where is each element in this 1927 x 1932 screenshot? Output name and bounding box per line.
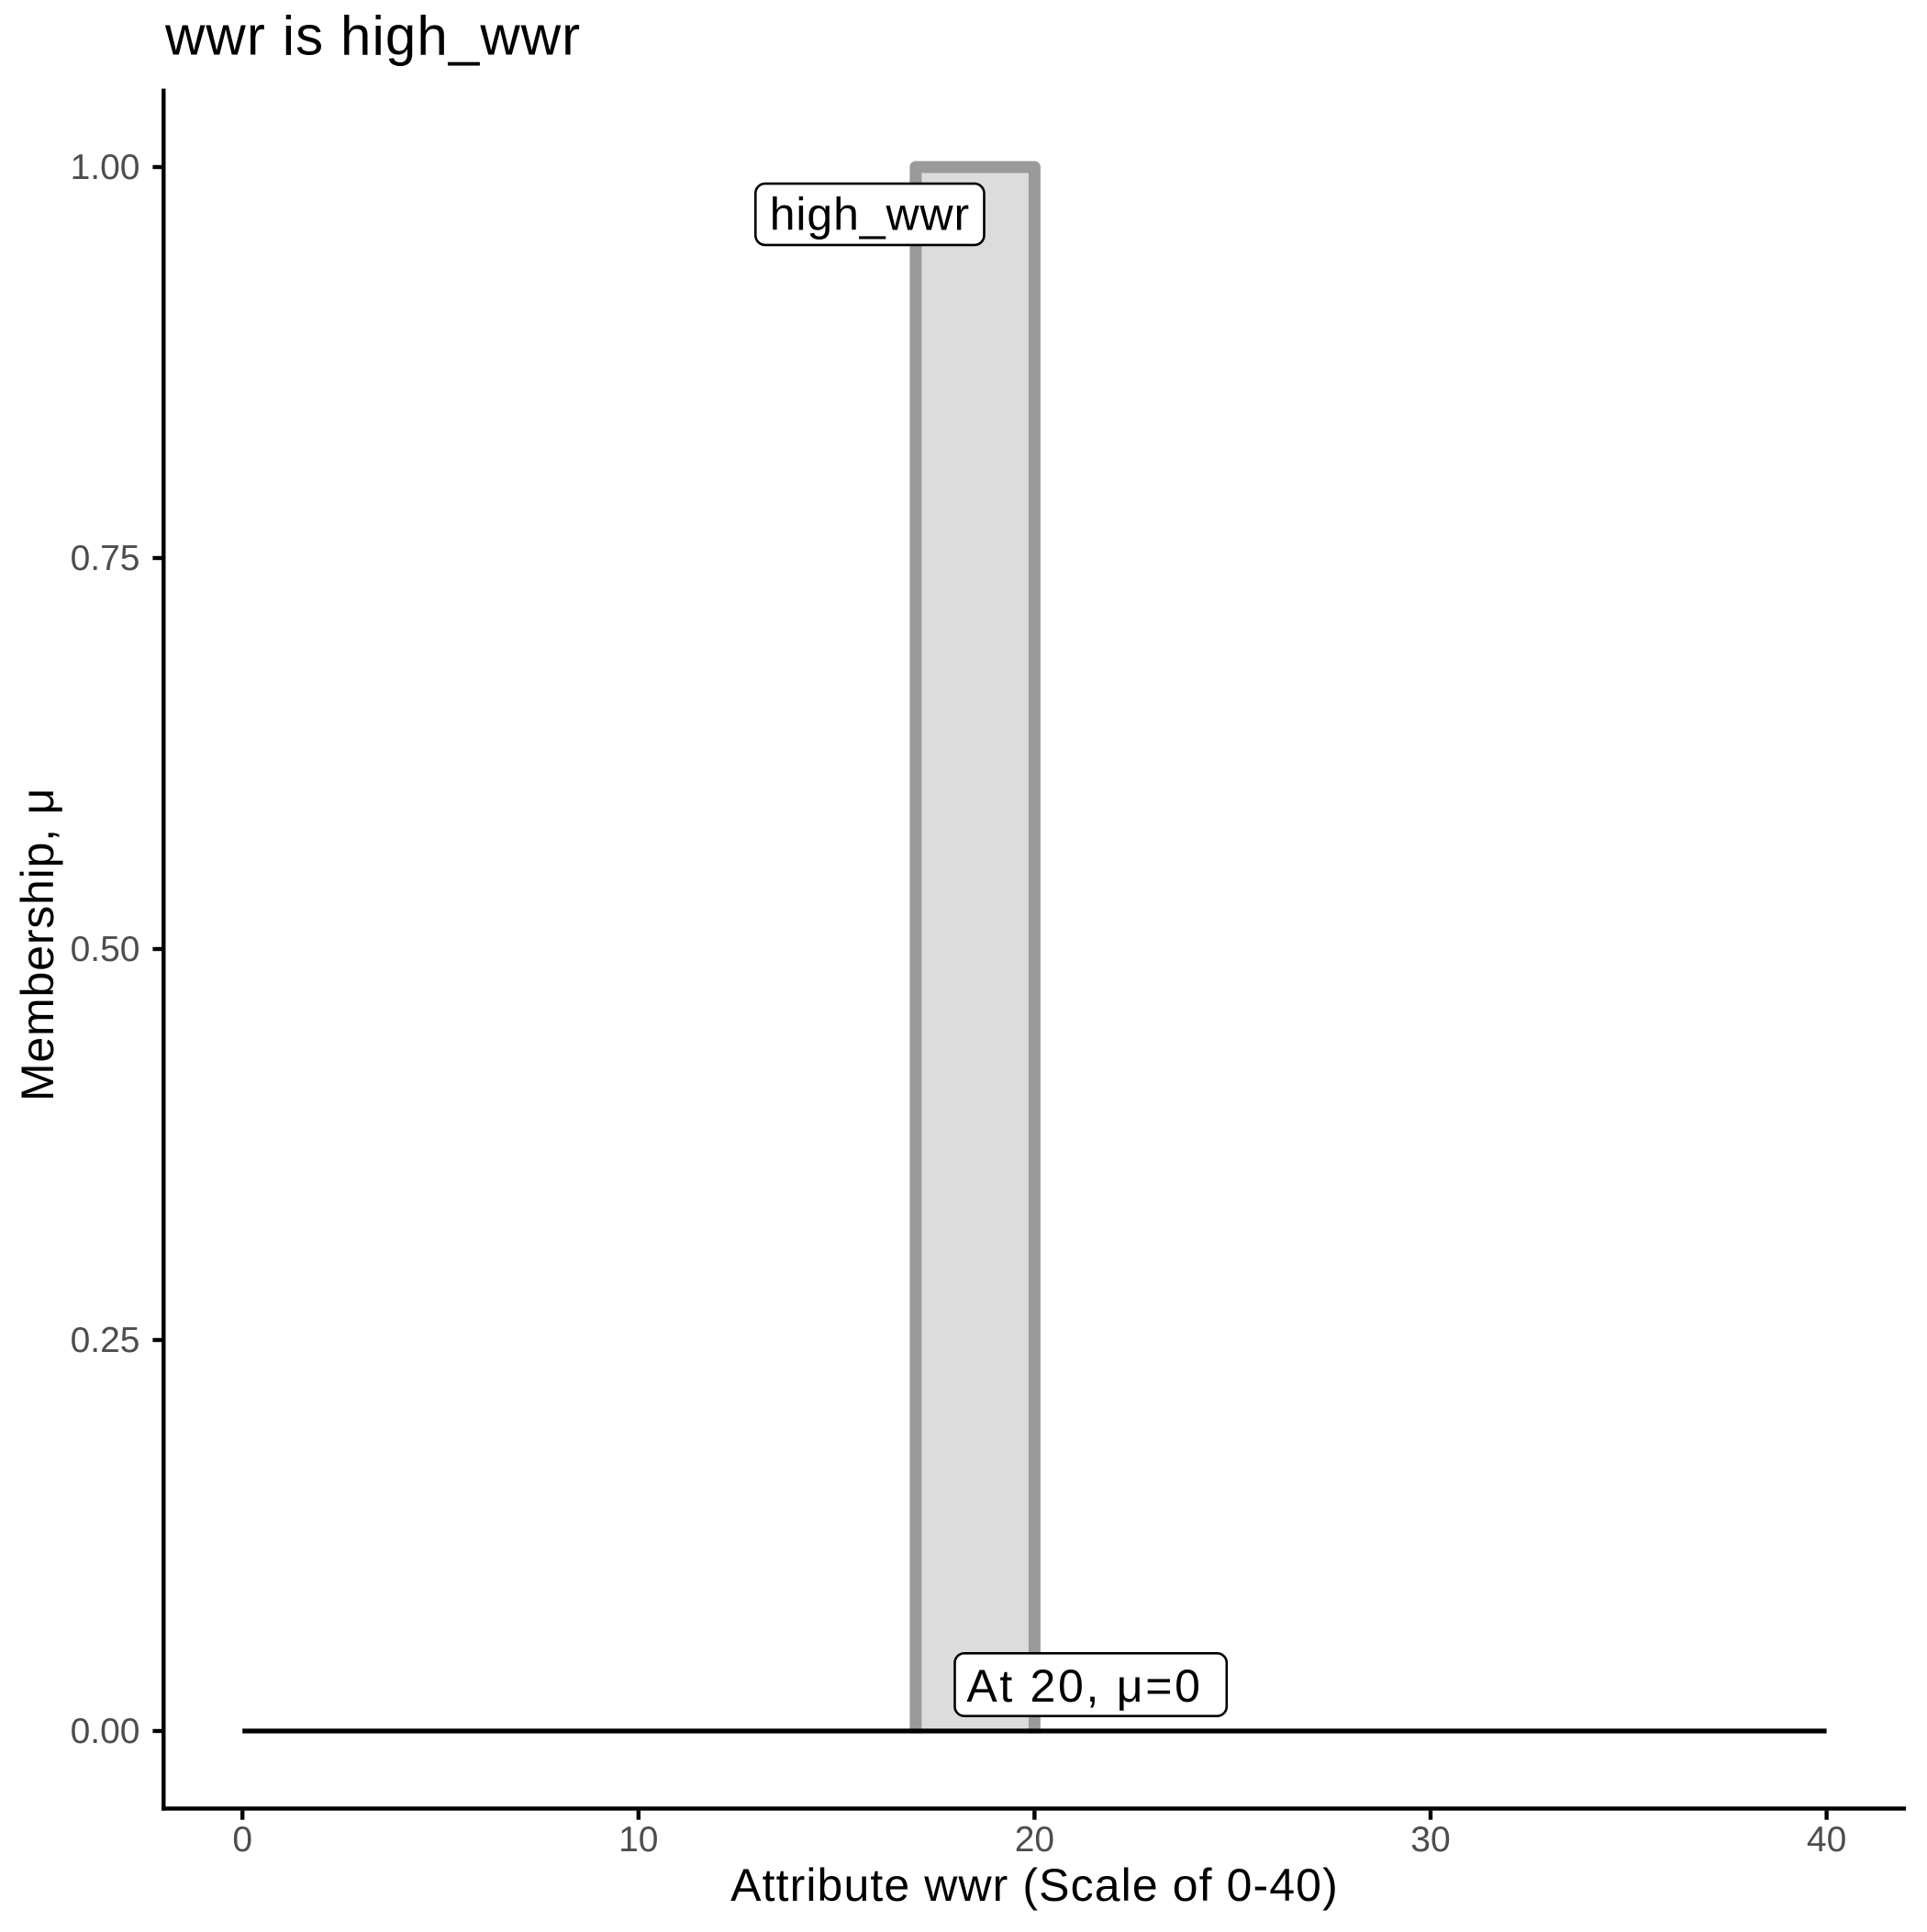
svg-text:20: 20 (1015, 1820, 1054, 1859)
svg-text:40: 40 (1807, 1820, 1846, 1859)
svg-text:0: 0 (232, 1820, 252, 1859)
svg-text:0.00: 0.00 (71, 1712, 140, 1751)
svg-text:0.50: 0.50 (71, 930, 140, 969)
svg-text:1.00: 1.00 (71, 148, 140, 187)
svg-text:At 20, μ=0: At 20, μ=0 (966, 1660, 1202, 1712)
svg-text:0.25: 0.25 (71, 1321, 140, 1360)
svg-text:high_wwr: high_wwr (770, 189, 970, 240)
svg-text:Membership, μ: Membership, μ (12, 787, 63, 1101)
svg-text:30: 30 (1410, 1820, 1450, 1859)
svg-text:wwr is high_wwr: wwr is high_wwr (164, 6, 581, 67)
svg-text:0.75: 0.75 (71, 539, 140, 578)
svg-text:Attribute wwr (Scale of 0-40): Attribute wwr (Scale of 0-40) (730, 1859, 1339, 1911)
svg-text:10: 10 (618, 1820, 658, 1859)
